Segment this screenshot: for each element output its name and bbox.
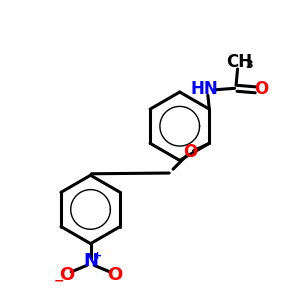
Text: +: + xyxy=(93,251,103,261)
Text: 3: 3 xyxy=(245,60,253,70)
Text: N: N xyxy=(83,253,98,271)
Text: O: O xyxy=(107,266,122,284)
Text: O: O xyxy=(254,80,268,98)
Text: HN: HN xyxy=(191,80,219,98)
Text: O: O xyxy=(183,143,197,161)
Text: −: − xyxy=(54,274,64,287)
Text: O: O xyxy=(59,266,74,284)
Text: CH: CH xyxy=(226,53,252,71)
